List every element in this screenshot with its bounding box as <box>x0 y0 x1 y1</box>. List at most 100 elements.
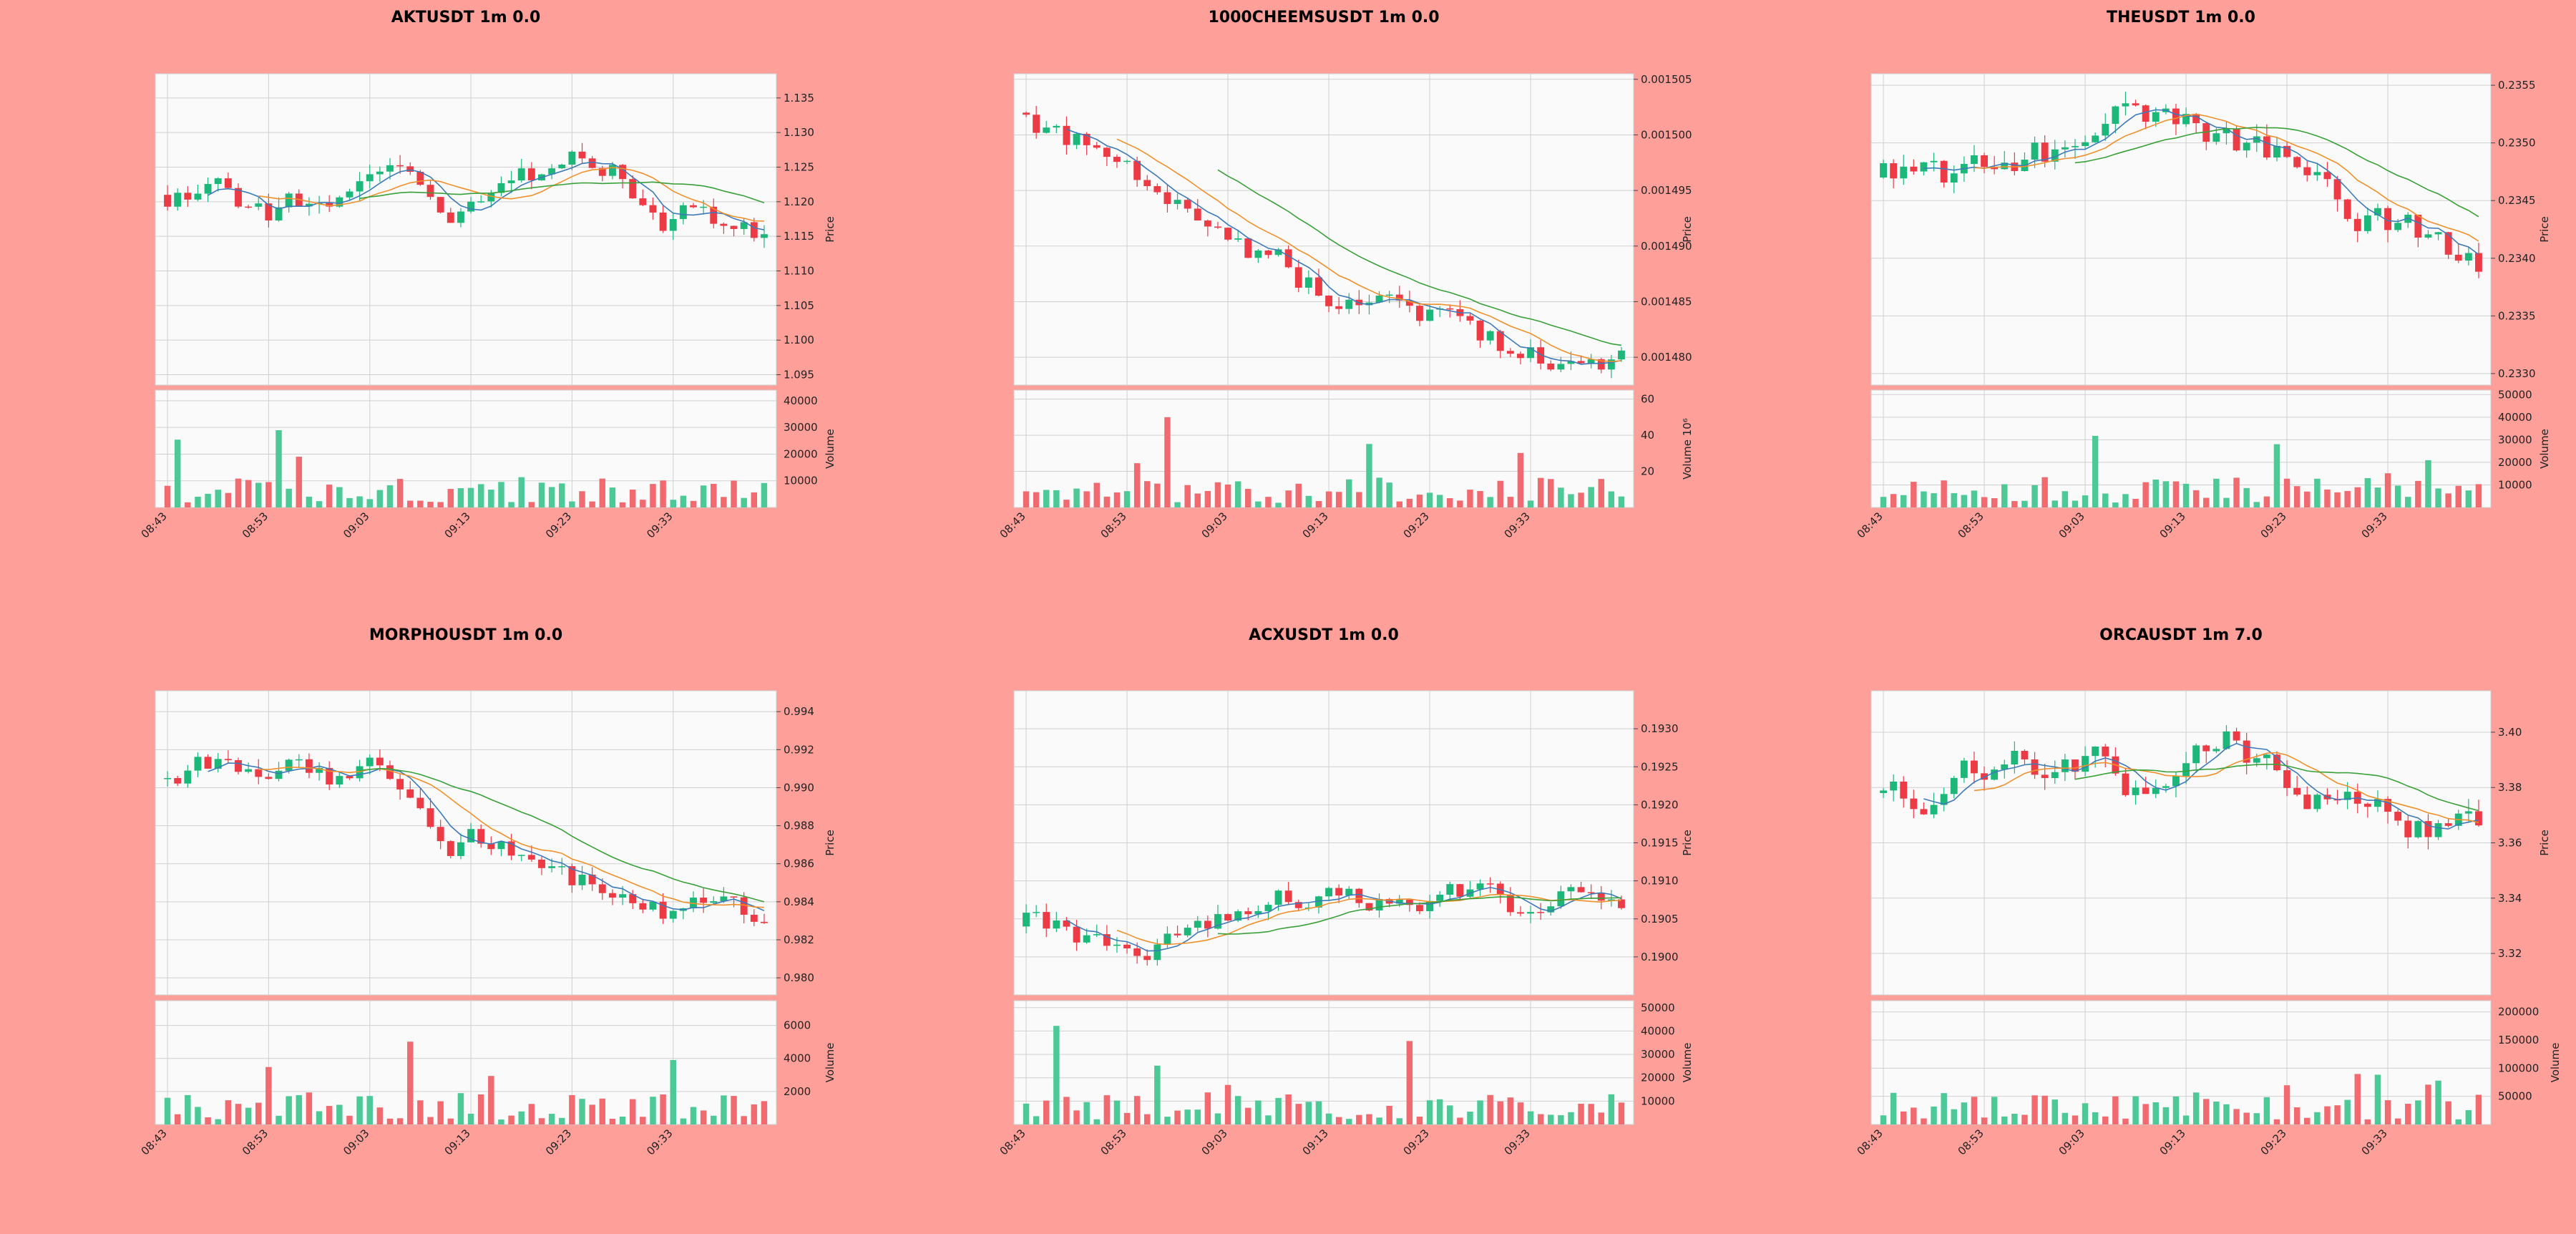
candle-body <box>1395 294 1403 301</box>
volume-bar <box>1224 1084 1231 1124</box>
volume-bar <box>2324 489 2331 507</box>
candle-body <box>477 201 485 203</box>
volume-bar <box>629 1099 636 1124</box>
candle-body <box>1274 249 1282 256</box>
volume-bar <box>1335 492 1342 507</box>
volume-bar <box>1346 479 1352 507</box>
volume-bar <box>700 1110 707 1124</box>
candle-body <box>720 223 728 226</box>
candle-body <box>1375 295 1383 303</box>
volume-tick-label: 20000 <box>2498 456 2532 469</box>
candle-body <box>639 198 647 205</box>
volume-bar <box>761 482 768 507</box>
candle-body <box>2122 103 2129 107</box>
candle-body <box>2072 145 2079 147</box>
volume-tick-label: 20000 <box>784 447 818 460</box>
candle-body <box>1537 347 1545 364</box>
candle-body <box>1214 226 1221 228</box>
candle-body <box>2132 103 2140 106</box>
candle-body <box>1355 888 1363 903</box>
volume-bar <box>1416 495 1423 507</box>
candle-body <box>2182 114 2190 125</box>
candle-body <box>1163 192 1171 204</box>
candle-body <box>1436 894 1444 901</box>
volume-bar <box>1941 480 1947 507</box>
candle-body <box>1184 200 1191 209</box>
volume-bar <box>2273 444 2280 507</box>
volume-bar <box>427 1117 434 1124</box>
volume-bar <box>1103 496 1111 507</box>
volume-bar <box>2465 1109 2472 1124</box>
volume-bar <box>1991 498 1998 507</box>
volume-bar <box>2142 482 2149 507</box>
volume-bar <box>1366 1114 1372 1124</box>
volume-bar <box>346 497 353 507</box>
candle-body <box>2031 142 2039 160</box>
candle-body <box>467 201 475 212</box>
ma-line-10 <box>258 766 764 908</box>
candle-body <box>608 165 616 176</box>
volume-tick-label: 40000 <box>2498 411 2532 424</box>
candle-body <box>1446 308 1454 310</box>
volume-bar <box>2273 1119 2280 1124</box>
candle-body <box>356 766 364 779</box>
candle-body <box>1244 238 1252 258</box>
candle-body <box>527 855 535 860</box>
candle-body <box>1023 112 1030 115</box>
volume-tick-label: 10000 <box>2498 478 2532 491</box>
volume-tick-label: 150000 <box>2498 1034 2539 1046</box>
volume-bar <box>741 497 747 507</box>
candle-body <box>1033 115 1040 133</box>
volume-bar <box>1447 1105 1453 1124</box>
candle-body <box>548 168 556 175</box>
candle-body <box>659 901 667 919</box>
candle-body <box>1053 125 1060 128</box>
volume-bar <box>467 487 474 507</box>
volume-bar <box>1951 1109 1957 1124</box>
candle-body <box>1204 220 1211 227</box>
volume-bar <box>741 1116 747 1124</box>
volume-bar <box>1113 1100 1121 1124</box>
candle-body <box>1971 155 1978 165</box>
chart-4: MORPHOUSDT 1m 0.0 0.980 0.982 0.984 0.986 0.9… <box>139 626 836 1157</box>
volume-bar <box>1467 1112 1473 1124</box>
candle-body <box>710 206 718 224</box>
candle-body <box>1426 900 1433 911</box>
volume-bar <box>1234 481 1241 507</box>
volume-bar <box>1366 444 1372 507</box>
candle-body <box>265 203 273 221</box>
volume-bar <box>2031 485 2038 507</box>
candle-body <box>1597 359 1605 370</box>
candle-body <box>1315 896 1322 908</box>
candle-body <box>1073 133 1080 145</box>
volume-bar <box>609 1118 616 1124</box>
volume-bar <box>2253 1113 2260 1124</box>
time-tick-label: 09:03 <box>1199 510 1230 540</box>
volume-bar <box>1527 1111 1534 1124</box>
volume-bar <box>1194 1109 1201 1124</box>
candle-body <box>1547 906 1555 913</box>
volume-bar <box>2122 494 2129 507</box>
candle-body <box>558 165 566 169</box>
candle-body <box>2233 731 2240 741</box>
price-axis-label: Price <box>1681 216 1694 243</box>
candle-body <box>2353 218 2361 231</box>
volume-bar <box>296 1095 303 1124</box>
volume-tick-label: 40000 <box>1641 1024 1675 1037</box>
volume-bar <box>2293 1107 2301 1124</box>
candle-body <box>1880 790 1887 793</box>
candle-body <box>1174 200 1181 204</box>
candle-body <box>1063 125 1070 145</box>
candle-body <box>1577 361 1585 364</box>
candle-body <box>1063 920 1070 927</box>
volume-bar <box>670 500 676 507</box>
candle-body <box>255 203 263 207</box>
candle-body <box>750 914 758 922</box>
candle-body <box>1093 934 1101 936</box>
volume-bar <box>174 1114 181 1124</box>
time-tick-label: 09:03 <box>341 510 371 540</box>
volume-bar <box>498 1119 504 1124</box>
time-tick-label: 08:43 <box>997 1127 1028 1157</box>
candle-body <box>1930 160 1938 162</box>
candle-body <box>1385 294 1393 296</box>
